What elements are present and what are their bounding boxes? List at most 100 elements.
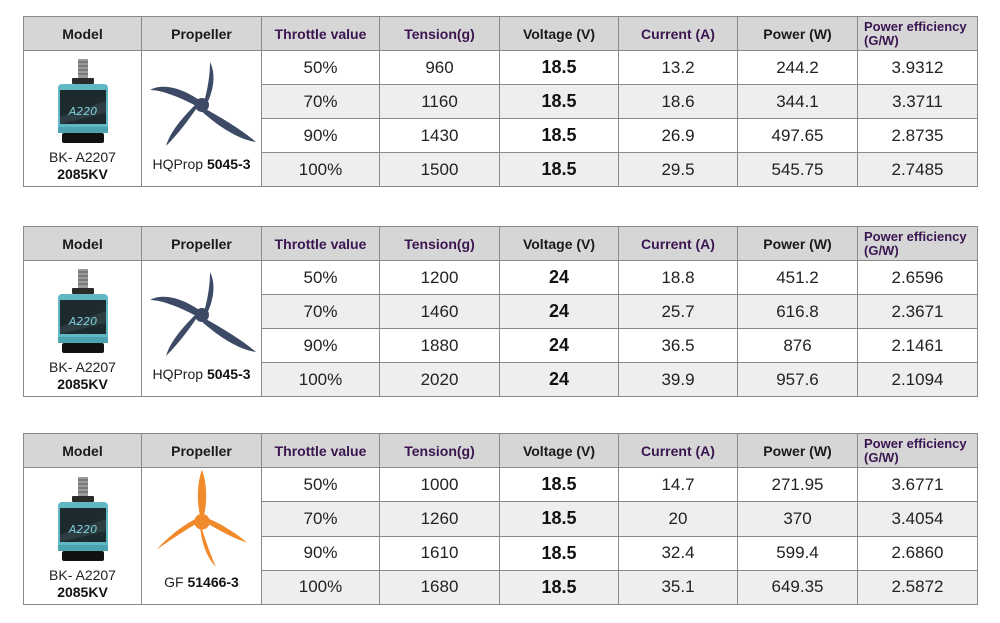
- performance-table-1: Model Propeller Throttle value Tension(g…: [23, 16, 978, 187]
- efficiency-cell: 3.3711: [857, 84, 978, 119]
- model-cell: BK- A2207 2085KV: [23, 50, 142, 187]
- tension-cell: 1500: [379, 152, 500, 187]
- efficiency-header: Power efficiency (G/W): [857, 433, 978, 468]
- propeller-header: Propeller: [141, 433, 262, 468]
- model-cell: BK- A2207 2085KV: [23, 260, 142, 397]
- brushless-motor-icon: [48, 57, 118, 149]
- tension-cell: 1260: [379, 501, 500, 537]
- throttle-cell: 50%: [261, 260, 380, 295]
- current-cell: 18.6: [618, 84, 738, 119]
- table-row: 100% 1500 18.5 29.5 545.75 2.7485: [24, 152, 978, 187]
- efficiency-header-line1: Power efficiency: [864, 228, 967, 244]
- model-name: BK- A2207: [49, 567, 116, 583]
- current-header: Current (A): [618, 226, 738, 261]
- voltage-cell: 18.5: [499, 152, 619, 187]
- voltage-cell: 18.5: [499, 50, 619, 85]
- model-header: Model: [23, 226, 142, 261]
- tension-header: Tension(g): [379, 226, 500, 261]
- current-cell: 25.7: [618, 294, 738, 329]
- voltage-cell: 18.5: [499, 501, 619, 537]
- propeller-cell: GF 51466-3: [141, 467, 262, 605]
- efficiency-header-line2: (G/W): [864, 32, 899, 48]
- performance-table-2: Model Propeller Throttle value Tension(g…: [23, 226, 978, 397]
- power-cell: 876: [737, 328, 858, 363]
- propeller-model: 5045-3: [206, 156, 251, 172]
- efficiency-cell: 3.9312: [857, 50, 978, 85]
- efficiency-cell: 2.1094: [857, 362, 978, 397]
- power-cell: 599.4: [737, 535, 858, 571]
- throttle-cell: 70%: [261, 294, 380, 329]
- navy-tri-blade-propeller-icon: [146, 270, 258, 360]
- tension-cell: 1460: [379, 294, 500, 329]
- table-row: 100% 1680 18.5 35.1 649.35 2.5872: [24, 569, 978, 606]
- voltage-cell: 24: [499, 328, 619, 363]
- model-kv: 2085KV: [57, 584, 108, 600]
- efficiency-cell: 2.6860: [857, 535, 978, 571]
- voltage-header: Voltage (V): [499, 433, 619, 468]
- throttle-cell: 100%: [261, 152, 380, 187]
- throttle-cell: 90%: [261, 328, 380, 363]
- voltage-cell: 24: [499, 260, 619, 295]
- throttle-cell: 100%: [261, 362, 380, 397]
- throttle-cell: 70%: [261, 501, 380, 537]
- model-kv: 2085KV: [57, 166, 108, 182]
- power-header: Power (W): [737, 16, 858, 51]
- orange-tri-blade-propeller-icon: [146, 468, 258, 572]
- tension-cell: 1430: [379, 118, 500, 153]
- throttle-header: Throttle value: [261, 226, 380, 261]
- efficiency-cell: 2.3671: [857, 294, 978, 329]
- tension-cell: 1160: [379, 84, 500, 119]
- navy-tri-blade-propeller-icon: [146, 60, 258, 150]
- propeller-model: 5045-3: [206, 366, 251, 382]
- voltage-cell: 18.5: [499, 535, 619, 571]
- tension-cell: 960: [379, 50, 500, 85]
- power-header: Power (W): [737, 433, 858, 468]
- current-cell: 26.9: [618, 118, 738, 153]
- propeller-label: HQProp 5045-3: [152, 156, 250, 172]
- voltage-header: Voltage (V): [499, 16, 619, 51]
- throttle-cell: 90%: [261, 118, 380, 153]
- model-cell: BK- A2207 2085KV: [23, 467, 142, 605]
- tension-cell: 1000: [379, 466, 500, 503]
- throttle-cell: 70%: [261, 84, 380, 119]
- voltage-cell: 18.5: [499, 569, 619, 606]
- throttle-cell: 50%: [261, 50, 380, 85]
- efficiency-header: Power efficiency (G/W): [857, 16, 978, 51]
- propeller-cell: HQProp 5045-3: [141, 260, 262, 397]
- current-cell: 39.9: [618, 362, 738, 397]
- power-cell: 497.65: [737, 118, 858, 153]
- tension-header: Tension(g): [379, 433, 500, 468]
- power-cell: 957.6: [737, 362, 858, 397]
- efficiency-header: Power efficiency (G/W): [857, 226, 978, 261]
- table-row: 100% 2020 24 39.9 957.6 2.1094: [24, 362, 978, 397]
- power-cell: 271.95: [737, 466, 858, 503]
- current-cell: 18.8: [618, 260, 738, 295]
- power-cell: 616.8: [737, 294, 858, 329]
- propeller-header: Propeller: [141, 16, 262, 51]
- power-cell: 649.35: [737, 569, 858, 606]
- power-cell: 370: [737, 501, 858, 537]
- voltage-cell: 18.5: [499, 118, 619, 153]
- propeller-label: HQProp 5045-3: [152, 366, 250, 382]
- efficiency-header-line2: (G/W): [864, 242, 899, 258]
- voltage-cell: 18.5: [499, 84, 619, 119]
- tension-cell: 1880: [379, 328, 500, 363]
- efficiency-cell: 2.5872: [857, 569, 978, 606]
- throttle-cell: 100%: [261, 569, 380, 606]
- table-row: BK- A2207 2085KV HQProp 5045-3 50% 960 1…: [23, 50, 978, 187]
- propeller-brand: HQProp: [152, 156, 204, 172]
- model-kv: 2085KV: [57, 376, 108, 392]
- current-cell: 36.5: [618, 328, 738, 363]
- propeller-header: Propeller: [141, 226, 262, 261]
- voltage-header: Voltage (V): [499, 226, 619, 261]
- efficiency-cell: 3.4054: [857, 501, 978, 537]
- propeller-brand: HQProp: [152, 366, 204, 382]
- current-header: Current (A): [618, 433, 738, 468]
- tension-cell: 2020: [379, 362, 500, 397]
- efficiency-cell: 2.1461: [857, 328, 978, 363]
- table-row: BK- A2207 2085KV GF 51466-3 50% 1000 18.…: [23, 466, 978, 605]
- efficiency-header-line1: Power efficiency: [864, 435, 967, 451]
- performance-table-3: Model Propeller Throttle value Tension(g…: [23, 433, 978, 606]
- efficiency-header-line2: (G/W): [864, 449, 899, 465]
- brushless-motor-icon: [48, 267, 118, 359]
